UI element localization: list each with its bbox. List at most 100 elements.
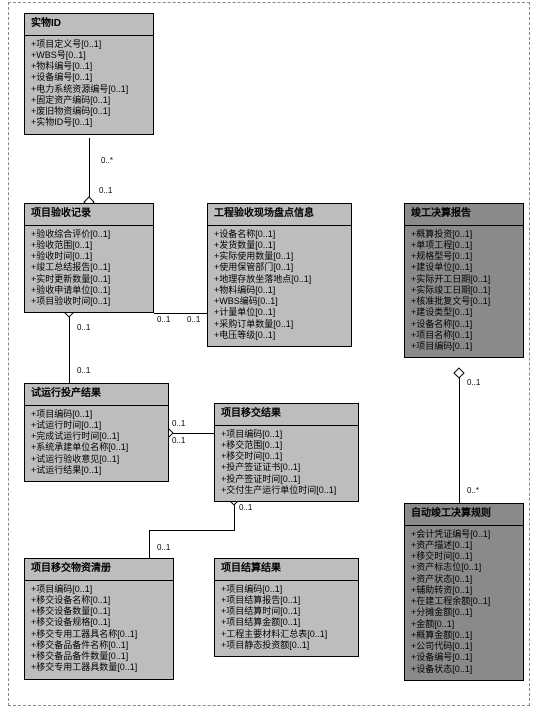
class-attr: +规格型号[0..1] (411, 251, 517, 262)
class-settlement-result: 项目结算结果 +项目编码[0..1]+项目结算报告[0..1]+项目结算时间[0… (214, 558, 359, 657)
mult-label: 0..1 (157, 315, 170, 324)
class-attr: +WBS号[0..1] (31, 50, 147, 61)
class-attr: +移交设备规格[0..1] (31, 617, 167, 628)
class-attr: +系统承建单位名称[0..1] (31, 442, 162, 453)
class-attr: +项目名称[0..1] (411, 330, 517, 341)
edge (149, 530, 235, 531)
class-title: 实物ID (25, 14, 153, 36)
mult-label: 0..* (101, 156, 113, 165)
class-attr: +在建工程余额[0..1] (411, 596, 517, 607)
class-attrs: +会计凭证编号[0..1]+资产描述[0..1]+移交时间[0..1]+资产标志… (405, 526, 523, 680)
class-title: 项目验收记录 (25, 204, 153, 226)
class-attr: +移交备品备件数量[0..1] (31, 651, 167, 662)
mult-label: 0..1 (172, 436, 185, 445)
class-attr: +实际开工日期[0..1] (411, 274, 517, 285)
mult-label: 0..1 (239, 503, 252, 512)
class-attr: +项目结算报告[0..1] (221, 595, 352, 606)
class-site-inventory: 工程验收现场盘点信息 +设备名称[0..1]+发货数量[0..1]+实际使用数量… (207, 203, 352, 347)
class-attr: +固定资产编码[0..1] (31, 95, 147, 106)
diamond (453, 367, 464, 378)
class-title: 自动竣工决算规则 (405, 504, 523, 526)
class-attr: +会计凭证编号[0..1] (411, 529, 517, 540)
class-attr: +实时更新数量[0..1] (31, 274, 147, 285)
diagram-canvas: 0..* 0..1 0..1 0..1 0..1 0..1 0..1 0..1 … (8, 2, 530, 706)
class-attr: +移交设备名称[0..1] (31, 595, 167, 606)
class-attr: +计量单位[0..1] (214, 307, 345, 318)
class-attr: +电力系统资源编号[0..1] (31, 84, 147, 95)
class-attr: +移交时间[0..1] (221, 451, 352, 462)
class-attr: +废旧物资编码[0..1] (31, 106, 147, 117)
class-attr: +概算投资[0..1] (411, 229, 517, 240)
class-attr: +项目编码[0..1] (411, 341, 517, 352)
class-attr: +移交时间[0..1] (411, 551, 517, 562)
edge (89, 138, 90, 203)
class-attr: +分摊金额[0..1] (411, 607, 517, 618)
class-attr: +工程主要材料汇总表[0..1] (221, 629, 352, 640)
class-auto-rules: 自动竣工决算规则 +会计凭证编号[0..1]+资产描述[0..1]+移交时间[0… (404, 503, 524, 681)
class-title: 项目移交结果 (215, 404, 358, 426)
class-handover-result: 项目移交结果 +项目编码[0..1]+移交范围[0..1]+移交时间[0..1]… (214, 403, 359, 502)
class-attr: +移交设备数量[0..1] (31, 606, 167, 617)
edge (459, 373, 460, 503)
class-attr: +WBS编码[0..1] (214, 296, 345, 307)
class-attr: +核准批复文号[0..1] (411, 296, 517, 307)
mult-label: 0..1 (99, 186, 112, 195)
class-attr: +项目定义号[0..1] (31, 39, 147, 50)
class-attr: +电压等级[0..1] (214, 330, 345, 341)
mult-label: 0..1 (187, 315, 200, 324)
edge (169, 433, 214, 434)
class-attrs: +项目编码[0..1]+项目结算报告[0..1]+项目结算时间[0..1]+项目… (215, 581, 358, 657)
class-entity-id: 实物ID +项目定义号[0..1]+WBS号[0..1]+物料编号[0..1]+… (24, 13, 154, 135)
class-test-run-result: 试运行投产结果 +项目编码[0..1]+试运行时间[0..1]+完成试运行时间[… (24, 383, 169, 482)
class-attr: +试运行结果[0..1] (31, 465, 162, 476)
class-attr: +项目编码[0..1] (31, 409, 162, 420)
class-attr: +设备名称[0..1] (214, 229, 345, 240)
class-attr: +移交备品备件名称[0..1] (31, 640, 167, 651)
class-attr: +验收时间[0..1] (31, 251, 147, 262)
class-attr: +移交专用工器具名称[0..1] (31, 629, 167, 640)
class-handover-materials: 项目移交物资清册 +项目编码[0..1]+移交设备名称[0..1]+移交设备数量… (24, 558, 174, 680)
class-attrs: +概算投资[0..1]+单项工程[0..1]+规格型号[0..1]+建设单位[0… (405, 226, 523, 358)
class-attr: +概算金额[0..1] (411, 630, 517, 641)
class-attr: +移交范围[0..1] (221, 440, 352, 451)
class-attr: +实际竣工日期[0..1] (411, 285, 517, 296)
class-attr: +地理存放坐落地点[0..1] (214, 274, 345, 285)
class-attr: +金额[0..1] (411, 619, 517, 630)
class-attr: +移交专用工器具数量[0..1] (31, 662, 167, 673)
mult-label: 0..* (467, 486, 479, 495)
class-attr: +设备状态[0..1] (411, 664, 517, 675)
class-attrs: +项目定义号[0..1]+WBS号[0..1]+物料编号[0..1]+设备编号[… (25, 36, 153, 134)
class-attr: +验收综合评价[0..1] (31, 229, 147, 240)
class-title: 试运行投产结果 (25, 384, 168, 406)
class-attr: +单项工程[0..1] (411, 240, 517, 251)
class-attr: +投产签证证书[0..1] (221, 462, 352, 473)
class-attrs: +项目编码[0..1]+试运行时间[0..1]+完成试运行时间[0..1]+系统… (25, 406, 168, 482)
class-attr: +使用保管部门[0..1] (214, 262, 345, 273)
class-attr: +辅助转资[0..1] (411, 585, 517, 596)
class-attr: +项目编码[0..1] (31, 584, 167, 595)
class-attrs: +项目编码[0..1]+移交范围[0..1]+移交时间[0..1]+投产签证证书… (215, 426, 358, 502)
class-attrs: +项目编码[0..1]+移交设备名称[0..1]+移交设备数量[0..1]+移交… (25, 581, 173, 679)
class-attr: +项目编码[0..1] (221, 584, 352, 595)
mult-label: 0..1 (77, 366, 90, 375)
class-title: 项目移交物资清册 (25, 559, 173, 581)
class-attrs: +设备名称[0..1]+发货数量[0..1]+实际使用数量[0..1]+使用保管… (208, 226, 351, 347)
class-accept-record: 项目验收记录 +验收综合评价[0..1]+验收范围[0..1]+验收时间[0..… (24, 203, 154, 313)
class-title: 项目结算结果 (215, 559, 358, 581)
mult-label: 0..1 (172, 419, 185, 428)
class-attr: +项目结算时间[0..1] (221, 606, 352, 617)
class-attr: +发货数量[0..1] (214, 240, 345, 251)
class-attr: +资产状态[0..1] (411, 574, 517, 585)
class-attr: +项目静态投资额[0..1] (221, 640, 352, 651)
class-attr: +试运行验收意见[0..1] (31, 454, 162, 465)
class-attrs: +验收综合评价[0..1]+验收范围[0..1]+验收时间[0..1]+竣工总结… (25, 226, 153, 313)
class-attr: +物料编号[0..1] (31, 61, 147, 72)
class-completion-report: 竣工决算报告 +概算投资[0..1]+单项工程[0..1]+规格型号[0..1]… (404, 203, 524, 358)
class-attr: +实物ID号[0..1] (31, 117, 147, 128)
class-attr: +资产标志位[0..1] (411, 562, 517, 573)
class-attr: +验收申请单位[0..1] (31, 285, 147, 296)
class-attr: +项目结算金额[0..1] (221, 617, 352, 628)
class-attr: +建设单位[0..1] (411, 262, 517, 273)
class-attr: +交付生产运行单位时间[0..1] (221, 485, 352, 496)
mult-label: 0..1 (157, 543, 170, 552)
